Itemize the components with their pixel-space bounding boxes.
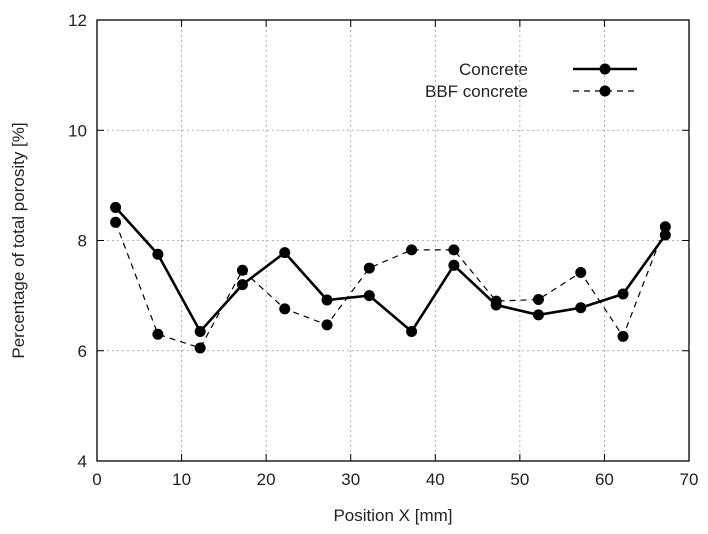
- y-tick-label: 8: [78, 232, 87, 251]
- plot-frame: [96, 19, 690, 462]
- data-point: [448, 259, 460, 271]
- data-point: [575, 266, 587, 278]
- data-point: [490, 295, 502, 307]
- data-point: [152, 328, 164, 340]
- x-axis-title: Position X [mm]: [333, 506, 452, 525]
- legend-label: BBF concrete: [425, 82, 528, 101]
- series-1: [110, 201, 671, 337]
- data-point: [363, 290, 375, 302]
- x-tick-label: 30: [341, 470, 360, 489]
- data-point: [110, 216, 122, 228]
- y-tick-label: 4: [78, 452, 87, 471]
- grid: [97, 20, 689, 461]
- series-2: [110, 216, 671, 354]
- x-tick-label: 0: [92, 470, 101, 489]
- legend-marker: [599, 85, 611, 97]
- data-point: [279, 303, 291, 315]
- x-tick-label: 60: [595, 470, 614, 489]
- data-point: [406, 325, 418, 337]
- data-point: [448, 244, 460, 256]
- data-point: [617, 330, 629, 342]
- x-tick-label: 20: [257, 470, 276, 489]
- data-point: [532, 293, 544, 305]
- y-tick-label: 6: [78, 342, 87, 361]
- data-point: [617, 288, 629, 300]
- data-point: [236, 264, 248, 276]
- data-point: [321, 319, 333, 331]
- x-tick-label: 50: [510, 470, 529, 489]
- data-point: [406, 244, 418, 256]
- axis-ticks: 0 10 20 30 40 50 60 70 4 6 8 10 12: [68, 11, 698, 489]
- legend-marker: [599, 63, 611, 75]
- series-line: [115, 222, 666, 349]
- data-point: [279, 247, 291, 259]
- legend: Concrete BBF concrete: [425, 60, 637, 101]
- x-tick-label: 70: [680, 470, 699, 489]
- x-tick-label: 40: [426, 470, 445, 489]
- data-point: [236, 279, 248, 291]
- data-point: [575, 302, 587, 314]
- data-point: [152, 248, 164, 260]
- legend-label: Concrete: [459, 60, 528, 79]
- x-tick-label: 10: [172, 470, 191, 489]
- y-tick-label: 12: [68, 11, 87, 30]
- series-line: [114, 206, 667, 334]
- y-tick-label: 10: [68, 121, 87, 140]
- data-point: [194, 325, 206, 337]
- data-point: [532, 309, 544, 321]
- series-lines: [110, 201, 671, 354]
- data-point: [110, 201, 122, 213]
- data-point: [321, 294, 333, 306]
- data-point: [659, 221, 671, 233]
- data-point: [363, 262, 375, 274]
- y-axis-title: Percentage of total porosity [%]: [9, 122, 28, 358]
- data-point: [194, 342, 206, 354]
